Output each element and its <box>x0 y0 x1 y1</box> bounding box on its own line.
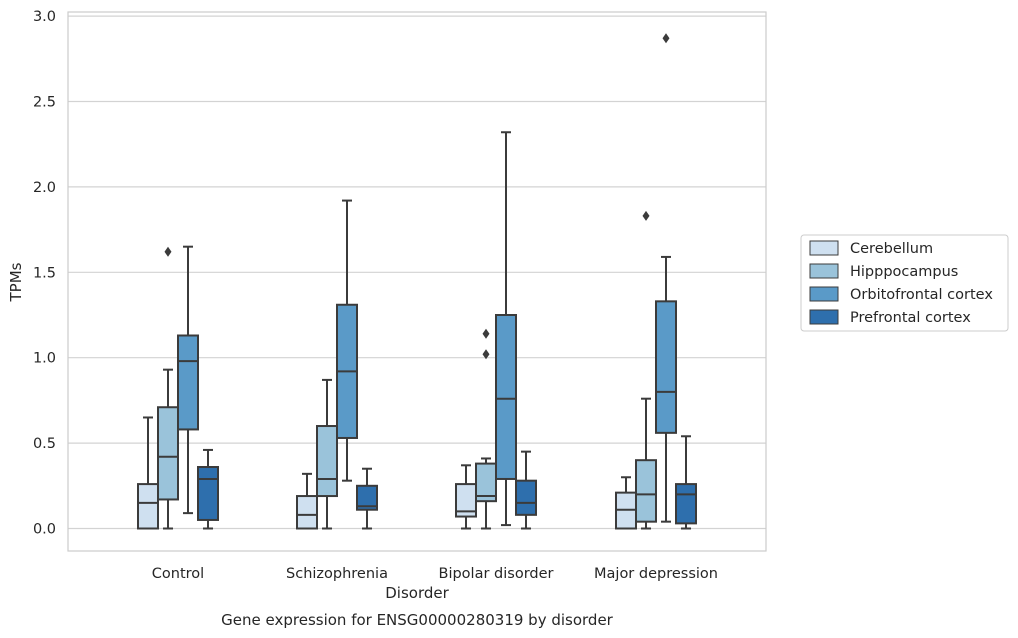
outlier-point <box>662 33 670 44</box>
legend-label: Cerebellum <box>850 241 933 257</box>
box-cerebellum <box>615 476 637 530</box>
box-cerebellum <box>455 464 477 530</box>
box-body <box>197 466 219 521</box>
box-body <box>635 459 657 523</box>
box-prefrontal-cortex <box>356 467 378 530</box>
legend-swatch <box>809 263 839 279</box>
legend-frame <box>800 234 1009 332</box>
legend-label: Prefrontal cortex <box>850 310 971 326</box>
box-hipppocampus <box>157 246 179 530</box>
x-axis-ticks: Control Schizophrenia Bipolar disorder Majo… <box>152 566 718 582</box>
box-body <box>316 425 338 498</box>
y-axis-label: TPMs <box>7 262 25 302</box>
outlier-point <box>164 246 172 257</box>
box-body <box>515 479 537 516</box>
legend-swatch <box>809 240 839 256</box>
y-tick-label: 0.0 <box>33 522 56 538</box>
box-body <box>157 406 179 501</box>
box-body <box>137 483 159 530</box>
box-prefrontal-cortex <box>197 448 219 530</box>
box-hipppocampus <box>475 328 497 530</box>
y-tick-label: 3.0 <box>33 9 56 25</box>
box-cerebellum <box>137 416 159 530</box>
box-cerebellum <box>296 472 318 530</box>
box-hipppocampus <box>635 210 657 530</box>
legend-label: Hipppocampus <box>850 264 958 280</box>
box-prefrontal-cortex <box>515 450 537 530</box>
x-axis-label: Disorder <box>385 584 449 602</box>
x-tick-label: Schizophrenia <box>286 566 388 582</box>
box-body <box>356 484 378 511</box>
outlier-point <box>482 328 490 339</box>
y-tick-label: 0.5 <box>33 436 56 452</box>
x-tick-label: Bipolar disorder <box>439 566 554 582</box>
legend-swatch <box>809 286 839 302</box>
boxes <box>137 33 697 530</box>
y-tick-label: 1.5 <box>33 265 56 281</box>
chart-caption: Gene expression for ENSG00000280319 by d… <box>221 611 614 629</box>
box-orbitofrontal-cortex <box>336 199 358 482</box>
box-body <box>296 495 318 530</box>
legend-swatch <box>809 309 839 325</box>
box-body <box>675 483 697 525</box>
box-orbitofrontal-cortex <box>177 245 199 515</box>
x-tick-label: Major depression <box>594 566 718 582</box>
y-axis-ticks: 0.0 0.5 1.0 1.5 2.0 2.5 3.0 <box>33 9 56 537</box>
legend-items: Cerebellum Hipppocampus Orbitofrontal cort… <box>809 240 993 326</box>
box-prefrontal-cortex <box>675 435 697 530</box>
box-body <box>655 300 677 434</box>
legend: Cerebellum Hipppocampus Orbitofrontal cort… <box>800 234 1009 332</box>
x-tick-label: Control <box>152 566 204 582</box>
box-body <box>475 462 497 503</box>
y-tick-label: 2.5 <box>33 95 56 111</box>
outlier-point <box>482 349 490 360</box>
box-body <box>495 314 517 480</box>
outlier-point <box>642 210 650 221</box>
box-orbitofrontal-cortex <box>655 33 677 523</box>
box-body <box>177 334 199 431</box>
y-tick-label: 1.0 <box>33 351 56 367</box>
legend-label: Orbitofrontal cortex <box>850 287 993 303</box>
box-orbitofrontal-cortex <box>495 131 517 527</box>
plot-area-frame <box>67 11 767 552</box>
box-hipppocampus <box>316 378 338 530</box>
y-tick-label: 2.0 <box>33 180 56 196</box>
